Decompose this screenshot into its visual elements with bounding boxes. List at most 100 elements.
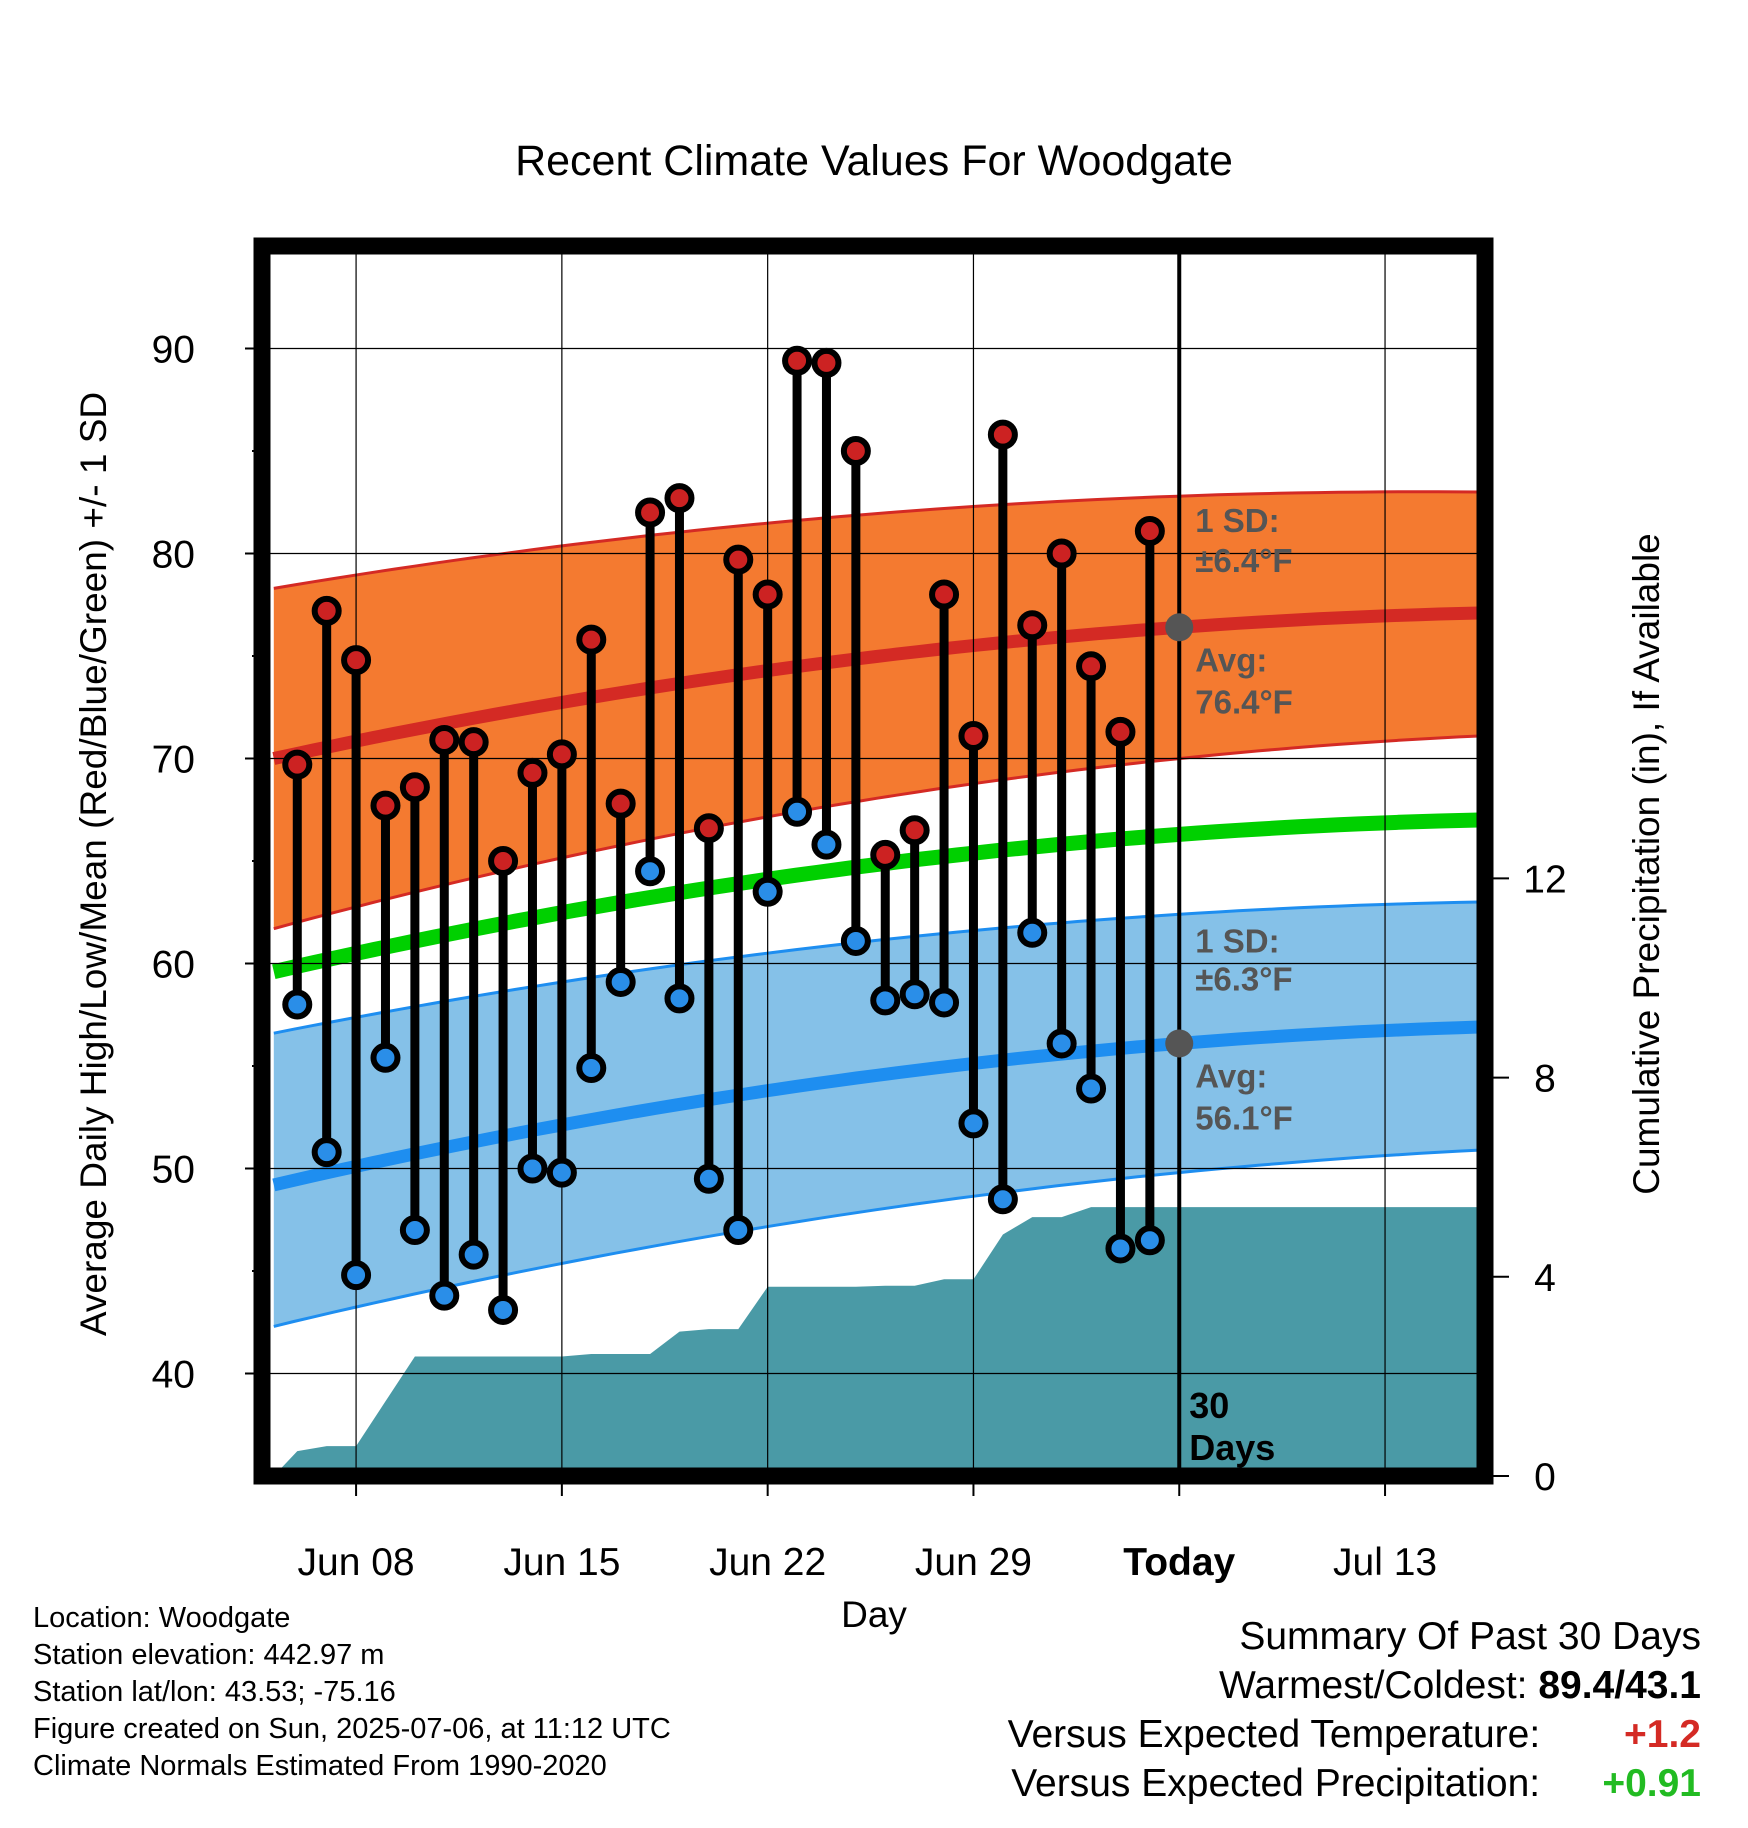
warmest-value: 89.4/43.1 bbox=[1538, 1664, 1701, 1707]
daily-low-point bbox=[311, 1137, 342, 1168]
precip-label: Versus Expected Precipitation: bbox=[1011, 1762, 1541, 1805]
y-tick-label-left: 40 bbox=[152, 1354, 195, 1397]
low-avg-label: Avg: bbox=[1195, 1057, 1267, 1094]
y-tick-label-left: 50 bbox=[152, 1149, 195, 1192]
y-axis-label-right: Cumulative Precipitation (in), If Availa… bbox=[1626, 533, 1667, 1195]
daily-low-point bbox=[458, 1239, 489, 1270]
daily-high-point bbox=[517, 757, 548, 788]
low-lower-edge bbox=[273, 1148, 1480, 1328]
daily-high-point bbox=[458, 727, 489, 758]
daily-high-point bbox=[370, 790, 401, 821]
daily-low-point bbox=[929, 987, 960, 1018]
summary-heading: Summary Of Past 30 Days bbox=[1239, 1615, 1701, 1658]
y-tick-label-left: 60 bbox=[152, 944, 195, 987]
x-axis-label: Day bbox=[841, 1594, 907, 1635]
daily-low-point bbox=[605, 966, 636, 997]
elevation-text: Station elevation: 442.97 m bbox=[33, 1639, 385, 1671]
daily-high-point bbox=[782, 345, 813, 376]
daily-low-point bbox=[664, 983, 695, 1014]
daily-high-point bbox=[664, 483, 695, 514]
high-sd-value: ±6.4°F bbox=[1195, 542, 1292, 579]
daily-low-point bbox=[1017, 917, 1048, 948]
daily-low-point bbox=[399, 1215, 430, 1245]
daily-low-point bbox=[282, 989, 313, 1020]
daily-low-point bbox=[693, 1163, 724, 1194]
y-axis-label-left: Average Daily High/Low/Mean (Red/Blue/Gr… bbox=[73, 392, 114, 1336]
daily-low-point bbox=[987, 1184, 1018, 1215]
x-tick-label: Jun 08 bbox=[298, 1541, 415, 1584]
daily-low-point bbox=[546, 1157, 577, 1188]
low-sd-label: 1 SD: bbox=[1195, 922, 1279, 959]
daily-high-point bbox=[311, 595, 342, 626]
avg-high-line bbox=[272, 606, 1480, 765]
daily-high-point bbox=[899, 815, 930, 846]
days-word-label: Days bbox=[1189, 1427, 1275, 1468]
y-tick-label-right: 0 bbox=[1534, 1456, 1556, 1499]
temp-value: +1.2 bbox=[1624, 1713, 1701, 1756]
low-avg-value: 56.1°F bbox=[1195, 1099, 1293, 1136]
daily-high-point bbox=[929, 579, 960, 610]
daily-high-point bbox=[576, 624, 607, 655]
high-sd-label: 1 SD: bbox=[1195, 502, 1279, 539]
daily-high-point bbox=[752, 579, 783, 610]
daily-low-point bbox=[958, 1108, 989, 1139]
daily-low-point bbox=[840, 925, 871, 956]
high-avg-value: 76.4°F bbox=[1195, 683, 1293, 720]
daily-high-point bbox=[488, 846, 519, 876]
daily-low-point bbox=[576, 1053, 607, 1084]
temp-label: Versus Expected Temperature: bbox=[1007, 1713, 1541, 1756]
daily-low-point bbox=[1046, 1028, 1077, 1059]
latlon-text: Station lat/lon: 43.53; -75.16 bbox=[33, 1676, 396, 1708]
daily-high-point bbox=[1076, 651, 1107, 682]
y-tick-label-right: 4 bbox=[1534, 1257, 1556, 1300]
daily-high-point bbox=[1017, 610, 1048, 641]
summary-warmest-row: Warmest/Coldest: 89.4/43.1 bbox=[1008, 1661, 1701, 1710]
x-tick-label: Jun 15 bbox=[503, 1541, 620, 1584]
high-upper-edge bbox=[273, 490, 1480, 590]
x-tick-label: Jul 13 bbox=[1333, 1541, 1437, 1584]
daily-low-point bbox=[517, 1153, 548, 1184]
daily-high-point bbox=[723, 544, 754, 575]
daily-high-point bbox=[282, 749, 313, 780]
today-avg-low-marker bbox=[1165, 1029, 1194, 1058]
created-text: Figure created on Sun, 2025-07-06, at 11… bbox=[33, 1713, 671, 1745]
location-text: Location: Woodgate bbox=[33, 1602, 291, 1634]
daily-high-point bbox=[840, 436, 871, 466]
chart-title: Recent Climate Values For Woodgate bbox=[515, 137, 1233, 185]
daily-low-point bbox=[723, 1215, 754, 1245]
daily-low-point bbox=[1105, 1233, 1136, 1264]
warmest-label: Warmest/Coldest: bbox=[1219, 1664, 1528, 1707]
x-tick-label: Today bbox=[1123, 1541, 1235, 1584]
daily-high-point bbox=[958, 720, 989, 751]
y-tick-label-right: 12 bbox=[1523, 858, 1566, 901]
today-avg-high-marker bbox=[1165, 613, 1194, 642]
y-tick-label-left: 80 bbox=[152, 534, 195, 577]
y-tick-label-right: 8 bbox=[1534, 1058, 1556, 1101]
daily-low-point bbox=[1134, 1225, 1165, 1256]
daily-high-point bbox=[1105, 716, 1136, 747]
days-count-label: 30 bbox=[1189, 1385, 1229, 1426]
station-info: Location: Woodgate Station elevation: 44… bbox=[33, 1600, 671, 1785]
daily-low-point bbox=[341, 1260, 372, 1291]
precip-value: +0.91 bbox=[1602, 1762, 1701, 1805]
daily-high-point bbox=[811, 347, 842, 378]
daily-low-point bbox=[782, 796, 813, 827]
x-tick-label: Jun 29 bbox=[915, 1541, 1032, 1584]
daily-low-point bbox=[429, 1280, 460, 1311]
daily-high-point bbox=[546, 739, 577, 770]
daily-low-point bbox=[870, 985, 901, 1016]
y-tick-label-left: 90 bbox=[152, 329, 195, 372]
daily-high-point bbox=[605, 788, 636, 819]
daily-high-point bbox=[693, 813, 724, 844]
normals-text: Climate Normals Estimated From 1990-2020 bbox=[33, 1750, 607, 1782]
daily-high-point bbox=[635, 497, 666, 528]
x-tick-label: Jun 22 bbox=[709, 1541, 826, 1584]
daily-high-point bbox=[1046, 538, 1077, 569]
high-avg-label: Avg: bbox=[1195, 641, 1267, 678]
daily-high-point bbox=[1134, 515, 1165, 546]
daily-low-point bbox=[370, 1042, 401, 1073]
y-tick-label-left: 70 bbox=[152, 739, 195, 782]
summary-panel: Summary Of Past 30 Days Warmest/Coldest:… bbox=[1008, 1612, 1701, 1808]
daily-high-point bbox=[341, 645, 372, 676]
